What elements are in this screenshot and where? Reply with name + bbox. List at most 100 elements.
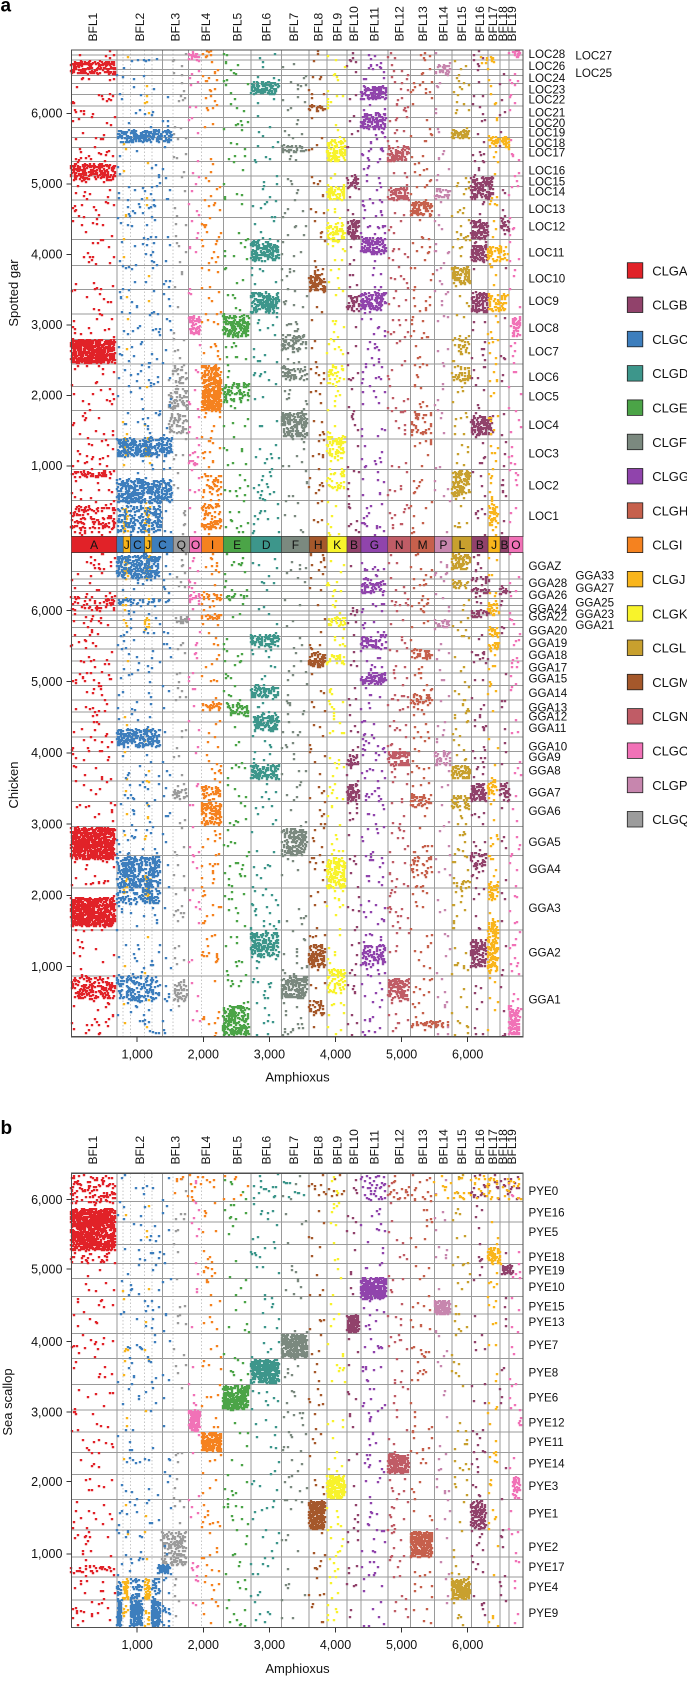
svg-text:O: O [511,538,520,552]
svg-text:GGA9: GGA9 [529,751,561,764]
svg-text:PYE18: PYE18 [529,1251,565,1264]
svg-text:BFL9: BFL9 [330,1135,344,1164]
svg-text:4,000: 4,000 [320,1638,351,1652]
svg-text:CLGN: CLGN [652,709,687,724]
svg-text:BFL3: BFL3 [169,12,183,41]
svg-text:b: b [1,1118,13,1139]
svg-text:BFL11: BFL11 [368,7,382,42]
svg-text:2,000: 2,000 [31,389,62,403]
svg-text:CLGH: CLGH [652,503,687,518]
svg-text:F: F [292,538,299,552]
svg-text:CLGP: CLGP [652,778,687,793]
svg-text:PYE10: PYE10 [529,1281,565,1294]
svg-text:2,000: 2,000 [188,1638,219,1652]
svg-text:J: J [124,538,130,552]
svg-text:BFL15: BFL15 [455,6,469,42]
svg-text:6,000: 6,000 [452,1638,483,1652]
svg-text:BFL2: BFL2 [133,12,147,41]
svg-text:BFL8: BFL8 [311,1135,325,1164]
svg-text:1,000: 1,000 [122,1048,153,1062]
svg-text:LOC11: LOC11 [529,247,565,260]
svg-text:GGA5: GGA5 [529,836,561,849]
svg-text:BFL3: BFL3 [169,1135,183,1164]
svg-text:H: H [314,538,323,552]
svg-text:LOC6: LOC6 [529,371,559,384]
svg-text:BFL10: BFL10 [347,1129,361,1165]
svg-text:LOC9: LOC9 [529,295,559,308]
svg-text:GGA25: GGA25 [575,597,614,610]
svg-text:Sea scallop: Sea scallop [0,1368,15,1435]
svg-text:BFL15: BFL15 [455,1129,469,1165]
svg-text:Chicken: Chicken [6,762,21,809]
svg-text:BFL16: BFL16 [473,1129,487,1165]
svg-text:LOC24: LOC24 [529,72,566,85]
svg-text:PYE11: PYE11 [529,1436,564,1449]
svg-text:BFL6: BFL6 [259,1135,273,1164]
svg-text:PYE6: PYE6 [529,1391,559,1404]
svg-text:GGA27: GGA27 [575,582,614,595]
svg-text:CLGA: CLGA [652,263,687,278]
svg-text:LOC8: LOC8 [529,322,559,335]
svg-text:LOC19: LOC19 [529,127,566,140]
svg-text:5,000: 5,000 [31,177,62,191]
svg-text:GGA33: GGA33 [575,570,614,583]
svg-text:BFL4: BFL4 [199,12,213,41]
svg-text:LOC3: LOC3 [529,448,559,461]
svg-text:LOC10: LOC10 [529,273,566,286]
svg-text:O: O [191,538,200,552]
svg-text:BFL13: BFL13 [416,1129,430,1165]
svg-text:4,000: 4,000 [31,746,62,760]
svg-text:BFL14: BFL14 [437,1129,451,1165]
svg-text:GGA11: GGA11 [529,722,567,735]
svg-text:BFL7: BFL7 [287,12,301,41]
svg-text:2,000: 2,000 [188,1048,219,1062]
svg-text:5,000: 5,000 [386,1638,417,1652]
svg-text:CLGC: CLGC [652,332,687,347]
svg-text:GGA6: GGA6 [529,805,561,818]
svg-text:GGA18: GGA18 [529,649,568,662]
svg-text:2,000: 2,000 [31,1475,62,1489]
svg-text:GGA3: GGA3 [529,902,561,915]
svg-text:GGA21: GGA21 [575,619,614,632]
svg-text:LOC20: LOC20 [529,117,566,130]
svg-text:J: J [145,538,151,552]
svg-text:LOC14: LOC14 [529,185,566,198]
svg-text:PYE7: PYE7 [529,1339,559,1352]
svg-text:B: B [500,538,508,552]
svg-text:3,000: 3,000 [31,1406,62,1420]
svg-text:B: B [476,538,484,552]
svg-text:BFL19: BFL19 [505,6,519,42]
svg-text:PYE17: PYE17 [529,1561,565,1574]
svg-text:LOC28: LOC28 [529,48,566,61]
svg-text:BFL6: BFL6 [259,12,273,41]
svg-text:BFL17: BFL17 [486,1129,500,1165]
svg-text:2,000: 2,000 [31,889,62,903]
svg-text:P: P [439,538,447,552]
svg-text:LOC12: LOC12 [529,221,566,234]
svg-text:PYE13: PYE13 [529,1316,565,1329]
svg-text:B: B [350,538,358,552]
svg-text:3,000: 3,000 [31,318,62,332]
svg-text:GGA7: GGA7 [529,786,561,799]
svg-text:Amphioxus: Amphioxus [265,1070,330,1085]
svg-text:GGAZ: GGAZ [529,560,562,573]
svg-text:3,000: 3,000 [31,818,62,832]
svg-text:6,000: 6,000 [31,1193,62,1207]
svg-text:LOC13: LOC13 [529,203,566,216]
svg-text:PYE0: PYE0 [529,1185,559,1198]
svg-text:BFL10: BFL10 [347,6,361,42]
svg-text:LOC25: LOC25 [575,67,612,80]
svg-text:LOC2: LOC2 [529,480,559,493]
svg-text:LOC15: LOC15 [529,176,566,189]
svg-text:PYE3: PYE3 [529,1480,559,1493]
svg-text:PYE16: PYE16 [529,1206,565,1219]
svg-text:BFL14: BFL14 [437,6,451,42]
svg-text:BFL8: BFL8 [311,12,325,41]
svg-text:GGA23: GGA23 [575,608,614,621]
svg-text:M: M [418,538,428,552]
svg-text:LOC5: LOC5 [529,391,559,404]
svg-text:GGA4: GGA4 [529,863,562,876]
svg-text:LOC27: LOC27 [575,50,612,63]
svg-text:5,000: 5,000 [31,675,62,689]
svg-text:CLGL: CLGL [652,641,686,656]
